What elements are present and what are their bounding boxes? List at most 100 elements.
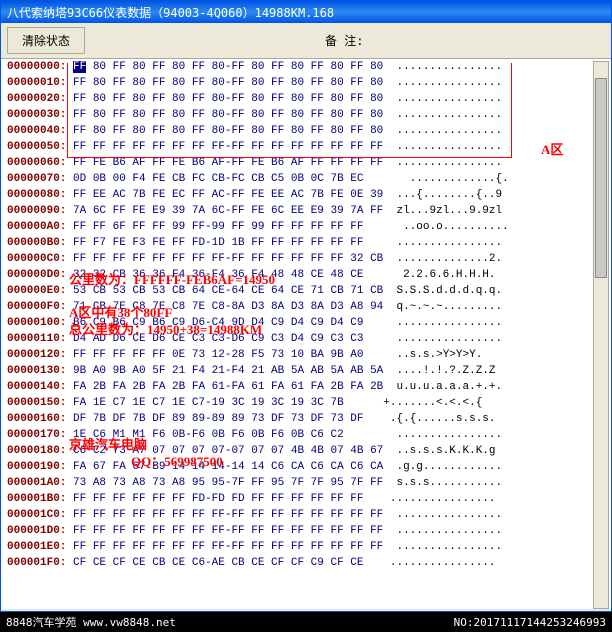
addr: 000000B0: (7, 237, 66, 249)
window-title: 八代索纳塔93C66仪表数据（94003-4Q060）14988KM.168 (7, 4, 334, 21)
addr: 00000160: (7, 413, 66, 425)
hex-row[interactable]: 00000130: 9B A0 9B A0 5F 21 F4 21-F4 21 … (7, 363, 611, 379)
hex-bytes[interactable]: CF CE CF CE CB CE C6-AE CB CE CF CF C9 C… (66, 557, 376, 569)
hex-row[interactable]: 000000F0: 71 CB 7E C8 7E C8 7E C8-8A D3 … (7, 299, 611, 315)
hex-bytes[interactable]: FF 80 FF 80 FF 80 FF 80-FF 80 FF 80 FF 8… (66, 61, 383, 73)
hex-row[interactable]: 00000190: FA 67 FA 67 B9 14 14 14-14 14 … (7, 459, 611, 475)
clear-status-button[interactable]: 清除状态 (7, 27, 85, 54)
hex-row[interactable]: 000001F0: CF CE CF CE CB CE C6-AE CB CE … (7, 555, 611, 571)
addr: 00000150: (7, 397, 66, 409)
hex-row[interactable]: 000000D0: 32 32 CB 36 36 F4 36-F4 36 F4 … (7, 267, 611, 283)
hex-row[interactable]: 00000100: B6 C9 B6 C9 B6 C9 D6-C4 9D D4 … (7, 315, 611, 331)
toolbar: 清除状态 备 注: (1, 23, 611, 59)
hex-row[interactable]: 000001A0: 73 A8 73 A8 73 A8 95 95-7F FF … (7, 475, 611, 491)
hex-row[interactable]: 000000B0: FF F7 FE F3 FE FF FD-1D 1B FF … (7, 235, 611, 251)
hex-bytes[interactable]: FA 1E C7 1E C7 1E C7-19 3C 19 3C 19 3C 7… (66, 397, 370, 409)
hex-bytes[interactable]: FF FF FF FF FF FF FD-FD FD FF FF FF FF F… (66, 493, 376, 505)
hex-row[interactable]: 00000050: FF FF FF FF FF FF FF FF-FF FF … (7, 139, 611, 155)
hex-row[interactable]: 00000080: FF EE AC 7B FE EC FF AC-FF FE … (7, 187, 611, 203)
hex-row[interactable]: 000001D0: FF FF FF FF FF FF FF FF-FF FF … (7, 523, 611, 539)
hex-row[interactable]: 000000A0: FF FF 6F FF FF 99 FF-99 FF 99 … (7, 219, 611, 235)
ascii: ................ (383, 509, 502, 521)
hex-bytes[interactable]: FF F7 FE F3 FE FF FD-1D 1B FF FF FF FF F… (66, 237, 383, 249)
hex-row[interactable]: 00000060: FF FE B6 AF FF FE B6 AF-FF FE … (7, 155, 611, 171)
hex-bytes[interactable]: B6 C9 B6 C9 B6 C9 D6-C4 9D D4 C9 D4 C9 D… (66, 317, 383, 329)
hex-bytes[interactable]: FF FF 6F FF FF 99 FF-99 FF 99 FF FF FF F… (66, 221, 389, 233)
hex-row[interactable]: 00000070: 0D 0B 00 F4 FE CB FC CB-FC CB … (7, 171, 611, 187)
hex-row[interactable]: 00000160: DF 7B DF 7B DF 89 89-89 89 73 … (7, 411, 611, 427)
hex-bytes[interactable]: 73 A8 73 A8 73 A8 95 95-7F FF 95 7F 7F 9… (66, 477, 383, 489)
scrollbar-thumb[interactable] (595, 78, 607, 278)
addr: 00000100: (7, 317, 66, 329)
hex-row[interactable]: 00000020: FF 80 FF 80 FF 80 FF 80-FF 80 … (7, 91, 611, 107)
hex-row[interactable]: 00000000: FF 80 FF 80 FF 80 FF 80-FF 80 … (7, 59, 611, 75)
hex-bytes[interactable]: D4 AD D6 CE D6 CE C3 C3-D6 C9 C3 D4 C9 C… (66, 333, 383, 345)
hex-bytes[interactable]: FF FF FF FF FF FF FF FF-FF FF FF FF FF F… (66, 525, 383, 537)
ascii: ................ (383, 61, 502, 73)
hex-row[interactable]: 00000140: FA 2B FA 2B FA 2B FA 61-FA 61 … (7, 379, 611, 395)
hex-bytes[interactable]: FF 80 FF 80 FF 80 FF 80-FF 80 FF 80 FF 8… (66, 109, 383, 121)
hex-bytes[interactable]: 0D 0B 00 F4 FE CB FC CB-FC CB C5 0B 0C 7… (66, 173, 396, 185)
hex-bytes[interactable]: FF FF FF FF FF FF FF FF-FF FF FF FF FF F… (66, 541, 383, 553)
hex-bytes[interactable]: 53 CB 53 CB 53 CB 64 CE-64 CE 64 CE 71 C… (66, 285, 383, 297)
titlebar: 八代索纳塔93C66仪表数据（94003-4Q060）14988KM.168 (1, 1, 611, 23)
ascii: .{.{......s.s.s. (377, 413, 496, 425)
hex-editor[interactable]: 00000000: FF 80 FF 80 FF 80 FF 80-FF 80 … (1, 59, 611, 609)
hex-bytes[interactable]: FF FF FF FF FF FF FF FF-FF FF FF FF FF F… (66, 509, 383, 521)
addr: 000000C0: (7, 253, 66, 265)
hex-bytes[interactable]: FF 80 FF 80 FF 80 FF 80-FF 80 FF 80 FF 8… (66, 93, 383, 105)
addr: 000001A0: (7, 477, 66, 489)
hex-bytes[interactable]: FF 80 FF 80 FF 80 FF 80-FF 80 FF 80 FF 8… (66, 77, 383, 89)
ascii: ................ (383, 333, 502, 345)
hex-bytes[interactable]: C6 C2 73 A7 07 07 07 07-07 07 07 4B 4B 0… (66, 445, 383, 457)
hex-bytes[interactable]: FA 67 FA 67 B9 14 14 14-14 14 C6 CA C6 C… (66, 461, 383, 473)
addr: 00000090: (7, 205, 66, 217)
hex-row[interactable]: 00000170: 1E C6 M1 M1 F6 0B-F6 0B F6 0B … (7, 427, 611, 443)
hex-bytes[interactable]: FF FF FF FF FF FF FF FF-FF FF FF FF FF F… (66, 141, 383, 153)
hex-bytes[interactable]: FA 2B FA 2B FA 2B FA 61-FA 61 FA 61 FA 2… (66, 381, 383, 393)
ascii: ................ (383, 125, 502, 137)
ascii: ..oo.o.......... (390, 221, 515, 233)
hex-bytes[interactable]: 9B A0 9B A0 5F 21 F4 21-F4 21 AB 5A AB 5… (66, 365, 383, 377)
hex-bytes[interactable]: FF EE AC 7B FE EC FF AC-FF FE EE AC 7B F… (66, 189, 383, 201)
hex-bytes[interactable]: FF FE B6 AF FF FE B6 AF-FF FE B6 AF FF F… (66, 157, 383, 169)
ascii: ...{........{..9 (383, 189, 502, 201)
hex-row[interactable]: 00000090: 7A 6C FF FE E9 39 7A 6C-FF FE … (7, 203, 611, 219)
addr: 00000080: (7, 189, 66, 201)
hex-bytes[interactable]: 71 CB 7E C8 7E C8 7E C8-8A D3 8A D3 8A D… (66, 301, 383, 313)
addr: 000000E0: (7, 285, 66, 297)
hex-row[interactable]: 000001B0: FF FF FF FF FF FF FD-FD FD FF … (7, 491, 611, 507)
hex-bytes[interactable]: DF 7B DF 7B DF 89 89-89 89 73 DF 73 DF 7… (66, 413, 376, 425)
addr: 00000000: (7, 61, 66, 73)
hex-bytes[interactable]: FF 80 FF 80 FF 80 FF 80-FF 80 FF 80 FF 8… (66, 125, 383, 137)
hex-row[interactable]: 00000110: D4 AD D6 CE D6 CE C3 C3-D6 C9 … (7, 331, 611, 347)
hex-row[interactable]: 00000150: FA 1E C7 1E C7 1E C7-19 3C 19 … (7, 395, 611, 411)
hex-bytes[interactable]: 7A 6C FF FE E9 39 7A 6C-FF FE 6C EE E9 3… (66, 205, 383, 217)
addr: 00000190: (7, 461, 66, 473)
ascii: ................ (383, 317, 502, 329)
hex-row[interactable]: 000001E0: FF FF FF FF FF FF FF FF-FF FF … (7, 539, 611, 555)
hex-bytes[interactable]: 32 32 CB 36 36 F4 36-F4 36 F4 48 48 CE 4… (66, 269, 389, 281)
ascii: S.S.S.d.d.d.q.q. (383, 285, 502, 297)
hex-bytes[interactable]: FF FF FF FF FF FF FF FF-FF FF FF FF FF F… (66, 253, 383, 265)
hex-bytes[interactable]: FF FF FF FF FF 0E 73 12-28 F5 73 10 BA 9… (66, 349, 383, 361)
hex-row[interactable]: 00000120: FF FF FF FF FF 0E 73 12-28 F5 … (7, 347, 611, 363)
hex-row[interactable]: 000001C0: FF FF FF FF FF FF FF FF-FF FF … (7, 507, 611, 523)
ascii: .g.g............ (383, 461, 502, 473)
hex-row[interactable]: 00000010: FF 80 FF 80 FF 80 FF 80-FF 80 … (7, 75, 611, 91)
addr: 00000030: (7, 109, 66, 121)
hex-row[interactable]: 000000E0: 53 CB 53 CB 53 CB 64 CE-64 CE … (7, 283, 611, 299)
ascii: q.~.~.~......... (383, 301, 502, 313)
vertical-scrollbar[interactable] (593, 61, 609, 609)
hex-row[interactable]: 000000C0: FF FF FF FF FF FF FF FF-FF FF … (7, 251, 611, 267)
hex-row[interactable]: 00000030: FF 80 FF 80 FF 80 FF 80-FF 80 … (7, 107, 611, 123)
watermark-bar: 8848汽车学苑 www.vw8848.net NO:2017111714425… (0, 612, 612, 632)
ascii: ..s.s.>Y>Y>Y. (383, 349, 482, 361)
hex-row[interactable]: 00000180: C6 C2 73 A7 07 07 07 07-07 07 … (7, 443, 611, 459)
addr: 000001C0: (7, 509, 66, 521)
hex-bytes[interactable]: 1E C6 M1 M1 F6 0B-F6 0B F6 0B F6 0B C6 C… (66, 429, 383, 441)
ascii: ................ (377, 557, 496, 569)
hex-row[interactable]: 00000040: FF 80 FF 80 FF 80 FF 80-FF 80 … (7, 123, 611, 139)
ascii: ................ (383, 237, 502, 249)
addr: 00000180: (7, 445, 66, 457)
